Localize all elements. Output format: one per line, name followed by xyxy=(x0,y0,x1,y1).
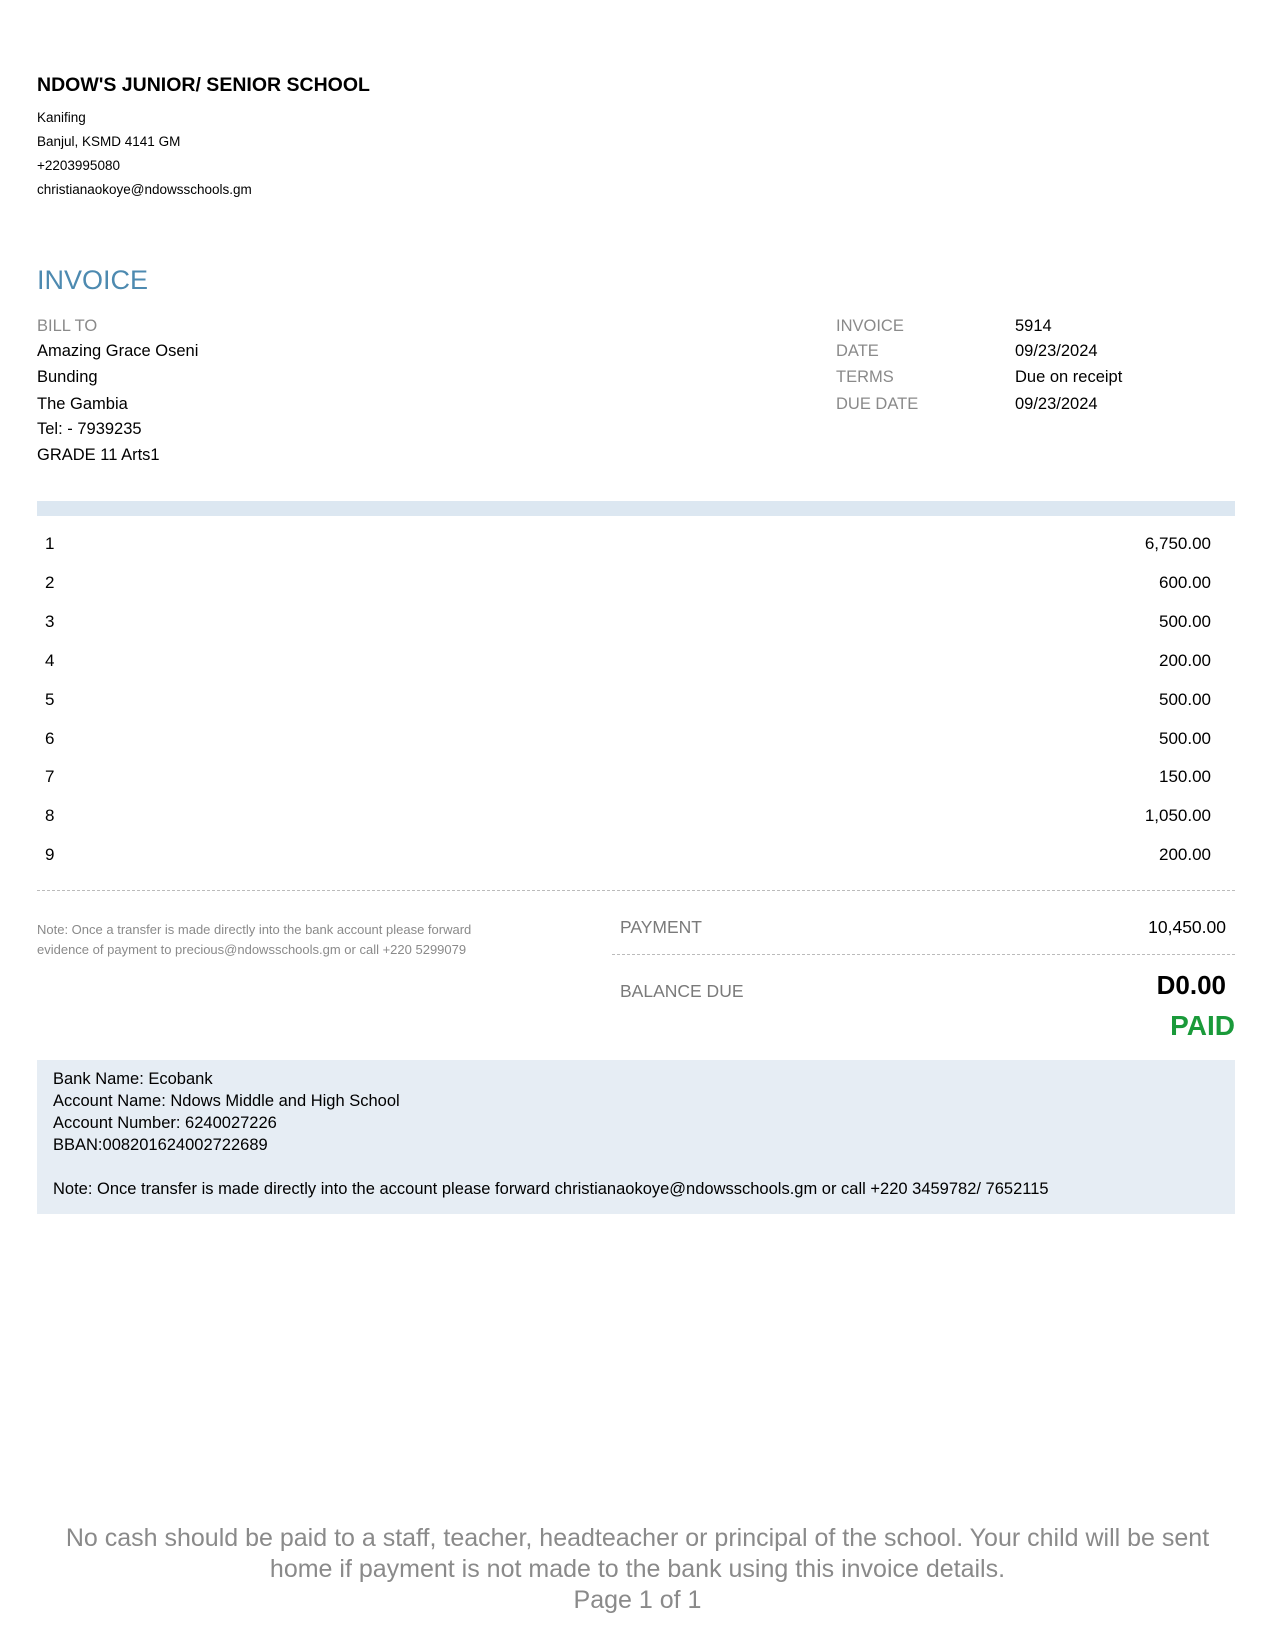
item-amount: 500.00 xyxy=(1159,728,1211,748)
date-label: DATE xyxy=(836,342,879,360)
bill-to-grade: GRADE 11 Arts1 xyxy=(37,446,160,464)
item-amount: 500.00 xyxy=(1159,611,1211,631)
bill-to-phone: Tel: - 7939235 xyxy=(37,420,142,438)
table-row: 2 600.00 xyxy=(37,573,1235,603)
payment-value: 10,450.00 xyxy=(1148,917,1226,937)
divider xyxy=(612,954,1235,955)
table-row: 3 500.00 xyxy=(37,612,1235,642)
bill-to-label: BILL TO xyxy=(37,317,98,335)
item-number: 2 xyxy=(45,572,55,592)
item-amount: 500.00 xyxy=(1159,689,1211,709)
invoice-number-value: 5914 xyxy=(1015,317,1052,335)
item-amount: 6,750.00 xyxy=(1144,534,1211,553)
invoice-title: INVOICE xyxy=(37,265,149,295)
date-value: 09/23/2024 xyxy=(1015,342,1098,360)
item-amount: 200.00 xyxy=(1159,650,1211,670)
items-table-header xyxy=(37,501,1235,516)
company-phone: +2203995080 xyxy=(37,158,120,173)
item-number: 5 xyxy=(45,689,55,709)
due-date-label: DUE DATE xyxy=(836,395,919,413)
payment-note-line: evidence of payment to precious@ndowssch… xyxy=(37,942,467,957)
item-number: 8 xyxy=(45,806,55,826)
table-row: 8 1,050.00 xyxy=(37,806,1235,836)
table-row: 5 500.00 xyxy=(37,690,1235,720)
payment-label: PAYMENT xyxy=(620,917,702,937)
balance-due-value: D0.00 xyxy=(1156,970,1226,1000)
footer-warning-line: No cash should be paid to a staff, teach… xyxy=(65,1524,1210,1552)
bank-name: Bank Name: Ecobank xyxy=(53,1070,213,1088)
bban: BBAN:008201624002722689 xyxy=(53,1136,268,1154)
due-date-value: 09/23/2024 xyxy=(1015,395,1098,413)
footer-warning-line: home if payment is not made to the bank … xyxy=(269,1555,1006,1583)
payment-note: Note: Once a transfer is made directly i… xyxy=(37,920,471,960)
bank-details-box: Bank Name: Ecobank Account Name: Ndows M… xyxy=(37,1060,1235,1214)
payment-note-line: Note: Once a transfer is made directly i… xyxy=(37,922,472,937)
company-address-line: Kanifing xyxy=(37,110,86,125)
table-row: 7 150.00 xyxy=(37,767,1235,797)
balance-due-label: BALANCE DUE xyxy=(620,981,744,1001)
bill-to-line: Bunding xyxy=(37,368,98,386)
company-address-line: Banjul, KSMD 4141 GM xyxy=(37,134,181,149)
company-name: NDOW'S JUNIOR/ SENIOR SCHOOL xyxy=(37,74,370,96)
item-number: 6 xyxy=(45,728,55,748)
bill-to-line: The Gambia xyxy=(37,395,128,413)
table-row: 4 200.00 xyxy=(37,651,1235,681)
item-amount: 600.00 xyxy=(1159,572,1211,592)
item-amount: 200.00 xyxy=(1159,845,1211,865)
terms-label: TERMS xyxy=(836,368,894,386)
company-email: christianaokoye@ndowsschools.gm xyxy=(37,182,252,197)
item-number: 9 xyxy=(45,845,55,865)
page-number: Page 1 of 1 xyxy=(573,1586,702,1614)
account-name: Account Name: Ndows Middle and High Scho… xyxy=(53,1092,400,1110)
account-number: Account Number: 6240027226 xyxy=(53,1114,277,1132)
item-number: 3 xyxy=(45,611,55,631)
item-amount: 1,050.00 xyxy=(1144,806,1211,826)
table-row: 6 500.00 xyxy=(37,729,1235,759)
terms-value: Due on receipt xyxy=(1015,368,1123,386)
item-number: 1 xyxy=(45,534,55,553)
divider xyxy=(37,890,1235,891)
invoice-number-label: INVOICE xyxy=(836,317,904,335)
item-number: 4 xyxy=(45,650,55,670)
table-row: 1 6,750.00 xyxy=(37,534,1235,564)
item-amount: 150.00 xyxy=(1159,767,1211,787)
table-row: 9 200.00 xyxy=(37,845,1235,875)
paid-status: PAID xyxy=(1170,1010,1235,1041)
bank-note: Note: Once transfer is made directly int… xyxy=(53,1180,1049,1198)
bill-to-name: Amazing Grace Oseni xyxy=(37,342,199,360)
item-number: 7 xyxy=(45,767,55,787)
